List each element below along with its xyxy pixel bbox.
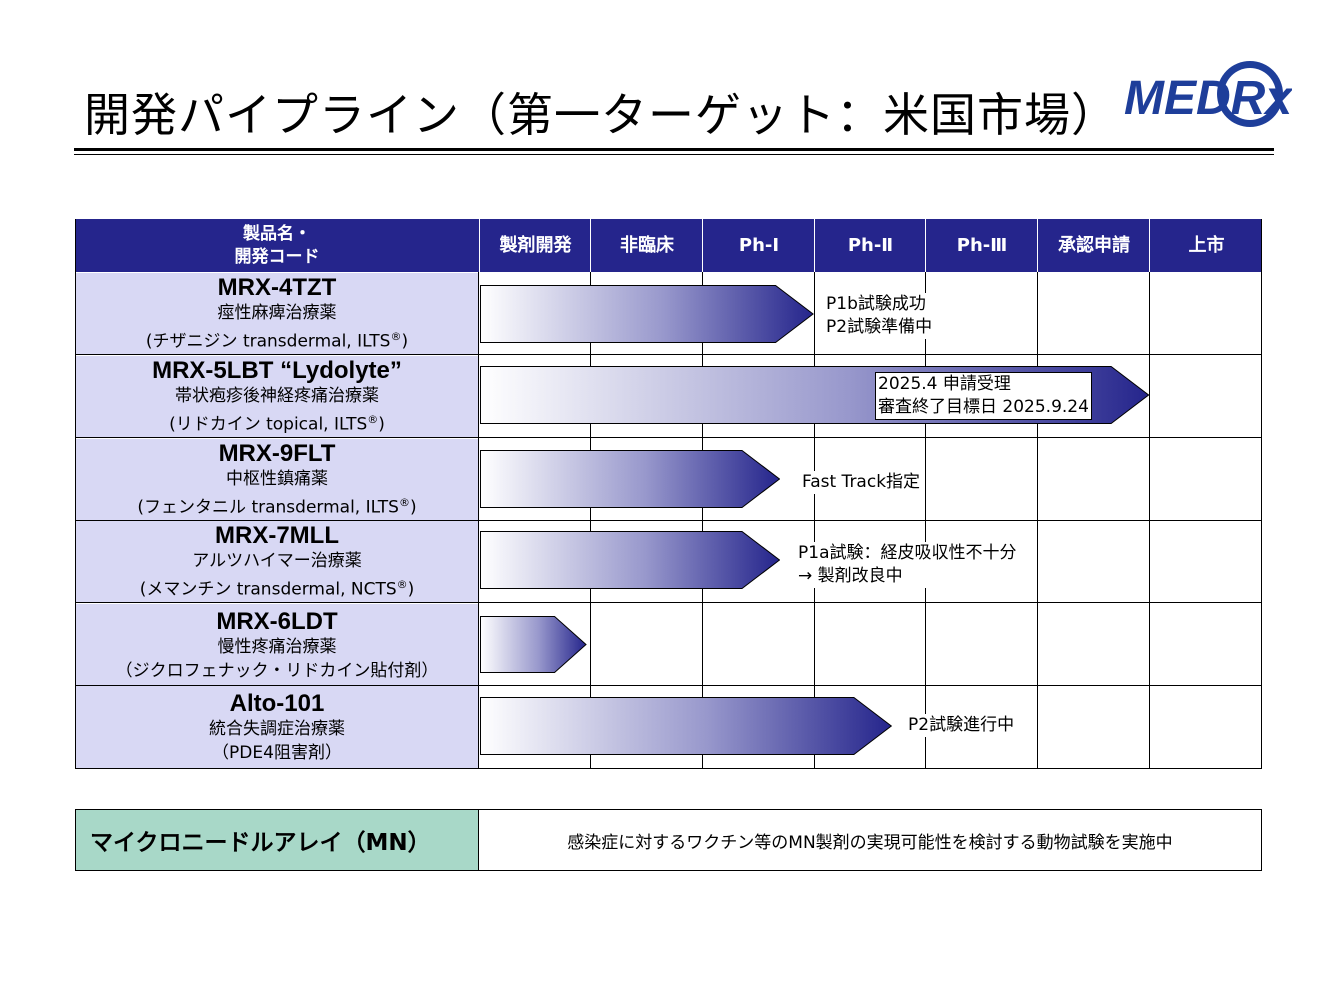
col-divider	[702, 272, 703, 769]
status-note: P2試験進行中	[905, 714, 1018, 737]
registered-mark: ®	[398, 496, 410, 510]
status-note: Fast Track指定	[800, 471, 923, 494]
product-generic: (フェンタニル transdermal, ILTS®)	[137, 496, 417, 518]
header-stage: 非臨床	[590, 219, 703, 272]
col-divider	[478, 272, 479, 769]
product-cell: MRX-5LBT “Lydolyte” 帯状疱疹後神経疼痛治療薬 (リドカイン …	[76, 356, 478, 438]
row-divider	[75, 602, 1262, 603]
product-generic: (メマンチン transdermal, NCTS®)	[139, 578, 415, 600]
product-indication: 慢性疼痛治療薬	[217, 636, 337, 657]
product-cell: MRX-6LDT 慢性疼痛治療薬 （ジクロフェナック・リドカイン貼付剤）	[76, 604, 478, 686]
progress-bar	[480, 450, 780, 508]
product-indication: 中枢性鎮痛薬	[226, 469, 328, 490]
col-divider	[814, 272, 815, 769]
col-divider	[1149, 272, 1150, 769]
row-divider	[75, 437, 1262, 438]
header-product-line1: 製品名・	[243, 223, 311, 244]
product-name: MRX-6LDT	[216, 607, 338, 635]
row-divider	[75, 354, 1262, 355]
progress-arrow	[480, 616, 587, 673]
product-name: MRX-7MLL	[215, 522, 339, 550]
col-divider	[75, 219, 76, 769]
title-rule	[74, 148, 1274, 151]
mn-description: 感染症に対するワクチン等のMN製剤の実現可能性を検討する動物試験を実施中	[567, 832, 1173, 853]
logo-text: MEDRx	[1124, 72, 1292, 125]
product-cell: MRX-9FLT 中枢性鎮痛薬 (フェンタニル transdermal, ILT…	[76, 439, 478, 521]
header-stage: Ph-Ⅲ	[925, 219, 1038, 272]
header-stage: Ph-Ⅰ	[702, 219, 815, 272]
progress-arrow	[480, 450, 780, 508]
product-name: MRX-5LBT “Lydolyte”	[152, 357, 402, 385]
row-divider	[75, 685, 1262, 686]
product-indication: 統合失調症治療薬	[209, 718, 345, 739]
col-divider	[1261, 219, 1262, 769]
product-cell: MRX-7MLL アルツハイマー治療薬 (メマンチン transdermal, …	[76, 521, 478, 603]
col-divider	[590, 272, 591, 769]
mn-divider	[478, 810, 479, 870]
product-generic: （PDE4阻害剤）	[212, 742, 342, 763]
progress-bar	[480, 285, 814, 343]
progress-arrow	[480, 285, 814, 343]
header-product: 製品名・ 開発コード	[76, 219, 478, 272]
product-name: MRX-9FLT	[218, 440, 336, 468]
product-cell: Alto-101 統合失調症治療薬 （PDE4阻害剤）	[76, 686, 478, 768]
table-header	[75, 219, 1262, 272]
registered-mark: ®	[390, 330, 402, 344]
mn-row-border	[75, 809, 1262, 871]
progress-bar	[480, 531, 780, 589]
header-product-line2: 開発コード	[234, 246, 320, 267]
medrx-logo: MEDRx	[1124, 61, 1292, 127]
product-cell: MRX-4TZT 痙性麻痺治療薬 (チザニジン transdermal, ILT…	[76, 273, 478, 355]
product-generic: (リドカイン topical, ILTS®)	[169, 413, 385, 435]
progress-bar	[480, 697, 892, 755]
product-indication: 痙性麻痺治療薬	[217, 303, 337, 324]
progress-bar	[480, 616, 587, 673]
col-divider	[1037, 272, 1038, 769]
registered-mark: ®	[367, 413, 379, 427]
header-stage: 製剤開発	[479, 219, 591, 272]
product-generic: (チザニジン transdermal, ILTS®)	[145, 330, 409, 352]
product-name: MRX-4TZT	[217, 274, 337, 302]
status-note: 2025.4 申請受理 審査終了目標日 2025.9.24	[875, 372, 1092, 420]
title-rule-thin	[74, 154, 1274, 155]
row-divider	[75, 768, 1262, 769]
header-stage: Ph-Ⅱ	[814, 219, 926, 272]
row-divider	[75, 520, 1262, 521]
progress-arrow	[480, 531, 780, 589]
logo-emblem	[1217, 61, 1283, 127]
progress-arrow	[480, 697, 892, 755]
status-note: P1b試験成功 P2試験準備中	[826, 293, 933, 339]
product-indication: 帯状疱疹後神経疼痛治療薬	[175, 386, 379, 407]
registered-mark: ®	[396, 578, 408, 592]
status-note: P1a試験：経皮吸収性不十分 → 製剤改良中	[795, 542, 1020, 588]
product-indication: アルツハイマー治療薬	[192, 551, 362, 572]
col-divider	[925, 272, 926, 769]
header-stage: 承認申請	[1037, 219, 1150, 272]
page-title: 開発パイプライン（第一ターゲット：米国市場）	[84, 88, 1118, 142]
product-name: Alto-101	[229, 689, 325, 717]
product-generic: （ジクロフェナック・リドカイン貼付剤）	[115, 660, 439, 681]
mn-label: マイクロニードルアレイ（MN）	[76, 810, 478, 870]
header-stage: 上市	[1149, 219, 1263, 272]
